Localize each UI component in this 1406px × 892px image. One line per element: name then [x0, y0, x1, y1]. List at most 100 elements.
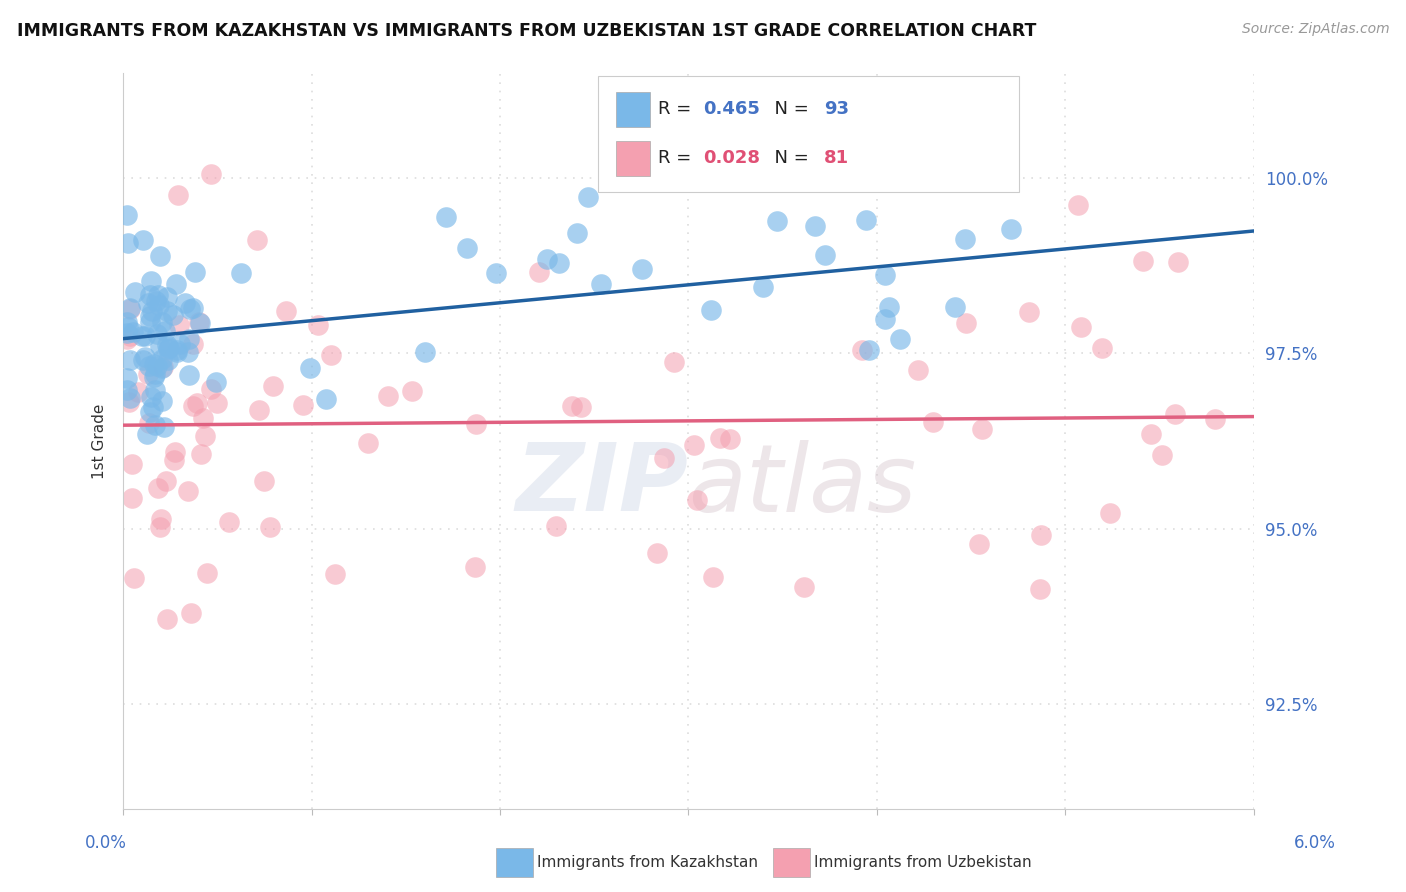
Point: [155, 474, 177, 488]
Point: [536, 252, 558, 266]
Point: [921, 416, 943, 430]
Text: R =: R =: [658, 150, 697, 168]
Point: [115, 316, 138, 330]
Point: [377, 389, 399, 403]
Point: [645, 546, 668, 560]
Point: [591, 277, 613, 291]
Text: Immigrants from Kazakhstan: Immigrants from Kazakhstan: [537, 855, 758, 870]
Text: 93: 93: [824, 100, 849, 118]
Point: [186, 396, 208, 410]
Point: [163, 445, 186, 459]
Point: [184, 265, 207, 279]
Point: [804, 219, 827, 233]
Point: [259, 520, 281, 534]
Point: [115, 332, 138, 346]
Point: [967, 537, 990, 551]
Point: [1070, 320, 1092, 334]
Point: [576, 190, 599, 204]
Point: [150, 315, 173, 329]
Point: [766, 214, 789, 228]
Point: [121, 491, 143, 505]
Point: [145, 368, 167, 382]
Point: [142, 401, 165, 415]
Point: [1098, 506, 1121, 520]
Point: [117, 319, 139, 334]
Point: [117, 395, 139, 409]
Point: [686, 492, 709, 507]
Point: [141, 390, 163, 404]
Point: [156, 353, 179, 368]
Point: [1067, 198, 1090, 212]
Point: [561, 399, 583, 413]
Point: [356, 435, 378, 450]
Point: [149, 339, 172, 353]
Point: [127, 385, 149, 400]
Point: [1164, 407, 1187, 421]
Text: Immigrants from Uzbekistan: Immigrants from Uzbekistan: [814, 855, 1032, 870]
Point: [179, 302, 201, 317]
Point: [141, 303, 163, 318]
Point: [194, 429, 217, 443]
Point: [188, 316, 211, 330]
Text: ZIP: ZIP: [516, 439, 689, 531]
Point: [793, 580, 815, 594]
Point: [143, 369, 166, 384]
Point: [709, 432, 731, 446]
Point: [150, 512, 173, 526]
Point: [142, 357, 165, 371]
Point: [1167, 255, 1189, 269]
Point: [163, 453, 186, 467]
Point: [465, 417, 488, 431]
Text: 0.0%: 0.0%: [84, 834, 127, 852]
Point: [139, 274, 162, 288]
Point: [146, 288, 169, 302]
Point: [752, 280, 775, 294]
Point: [150, 393, 173, 408]
Point: [165, 277, 187, 291]
Point: [153, 324, 176, 338]
Point: [117, 236, 139, 251]
Point: [855, 213, 877, 227]
Text: 81: 81: [824, 150, 849, 168]
Point: [134, 329, 156, 343]
Point: [401, 384, 423, 399]
Point: [246, 233, 269, 247]
Point: [157, 341, 180, 355]
Point: [247, 403, 270, 417]
Point: [873, 312, 896, 326]
Point: [299, 360, 322, 375]
Point: [889, 332, 911, 346]
Point: [148, 249, 170, 263]
Point: [131, 329, 153, 343]
Point: [718, 432, 741, 446]
Point: [181, 399, 204, 413]
Point: [156, 342, 179, 356]
Point: [1150, 449, 1173, 463]
Point: [1031, 528, 1053, 542]
Point: [1000, 222, 1022, 236]
Point: [167, 187, 190, 202]
Point: [955, 316, 977, 330]
Point: [631, 261, 654, 276]
Point: [218, 515, 240, 529]
Point: [276, 303, 298, 318]
Point: [179, 331, 201, 345]
Point: [682, 438, 704, 452]
Point: [152, 359, 174, 374]
Point: [166, 345, 188, 359]
Point: [156, 337, 179, 351]
Point: [146, 359, 169, 374]
Point: [124, 285, 146, 299]
Point: [319, 348, 342, 362]
Point: [307, 318, 329, 333]
Text: R =: R =: [658, 100, 697, 118]
Point: [120, 301, 142, 316]
Point: [527, 265, 550, 279]
Point: [456, 241, 478, 255]
Point: [323, 567, 346, 582]
Point: [191, 410, 214, 425]
Point: [262, 379, 284, 393]
Point: [138, 359, 160, 373]
Point: [181, 301, 204, 316]
Point: [231, 267, 253, 281]
